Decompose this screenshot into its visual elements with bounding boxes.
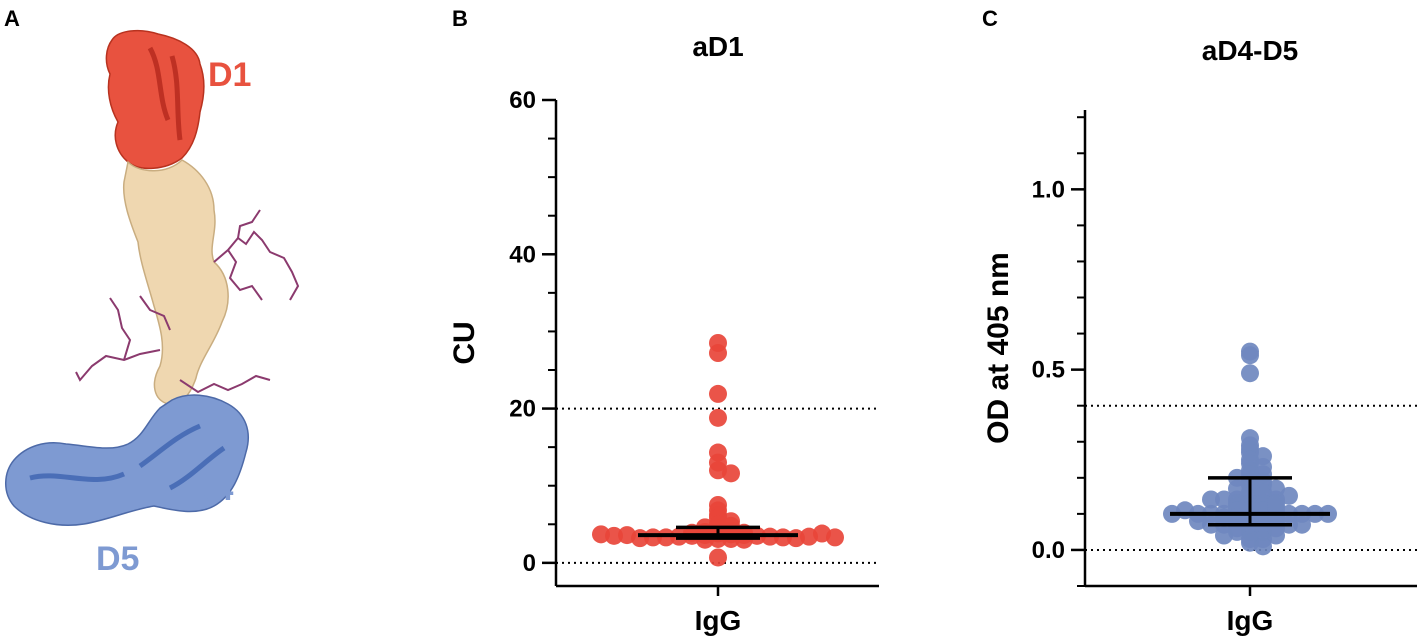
protein-structure-illustration [5,29,300,526]
panel-b: B aD1 CU IgG 0 20 40 60 [448,6,880,636]
data-point-c-63 [1215,526,1233,545]
y-tick-label-b-3: 60 [509,87,536,114]
y-axis-label-c: OD at 405 nm [982,252,1015,444]
data-point-b-28 [657,528,675,547]
data-point-c-73 [1189,512,1207,531]
data-point-b-1 [709,344,727,363]
data-point-c-55 [1293,515,1311,534]
data-point-b-7 [722,464,740,483]
y-tick-label-c-0: 0.0 [1032,537,1065,564]
y-tick-label-c-2: 1.0 [1032,176,1065,203]
y-tick-label-c-1: 0.5 [1032,357,1065,384]
domain-d4-d5-surface [5,394,249,526]
data-point-c-2 [1241,364,1259,383]
data-point-b-41 [826,528,844,547]
data-point-c-67 [1254,537,1272,556]
chart-c: aD4-D5 OD at 405 nm IgG 0.0 0.5 1.0 [982,35,1418,636]
x-tick-label-c: IgG [1227,605,1274,636]
data-point-b-3 [709,408,727,427]
domain-label-d5: D5 [96,540,139,578]
chart-title-b: aD1 [692,31,743,62]
data-point-b-2 [709,384,727,403]
data-point-c-76 [1202,490,1220,509]
domain-d1-surface [105,29,205,170]
data-point-b-42 [592,525,610,544]
panel-letter-b: B [452,6,468,31]
y-tick-label-b-2: 40 [509,241,536,268]
y-tick-label-b-1: 20 [509,396,536,423]
domain-middle-surface [122,159,229,405]
x-tick-label-b: IgG [695,605,742,636]
domain-d4-d5-ribbon [29,423,226,491]
chart-b: aD1 CU IgG 0 20 40 60 [448,31,880,636]
panel-c: C aD4-D5 OD at 405 nm IgG 0.0 0.5 1.0 [982,6,1418,636]
chart-title-c: aD4-D5 [1202,35,1298,66]
panel-a: A D1 D4 D5 [4,6,300,578]
panel-letter-a: A [4,6,20,31]
domain-label-d4: D4 [190,470,234,508]
panel-letter-c: C [982,6,998,31]
domain-d1-ribbon [147,46,183,141]
data-point-b-30 [644,528,662,547]
data-point-c-74 [1280,486,1298,505]
data-point-b-44 [709,548,727,567]
data-point-c-1 [1241,346,1259,365]
y-axis-label-b: CU [448,321,481,364]
data-point-b-38 [618,526,636,545]
data-point-c-75 [1267,519,1285,538]
y-tick-label-b-0: 0 [523,550,536,577]
domain-label-d1: D1 [208,56,251,94]
data-point-b-29 [774,528,792,547]
